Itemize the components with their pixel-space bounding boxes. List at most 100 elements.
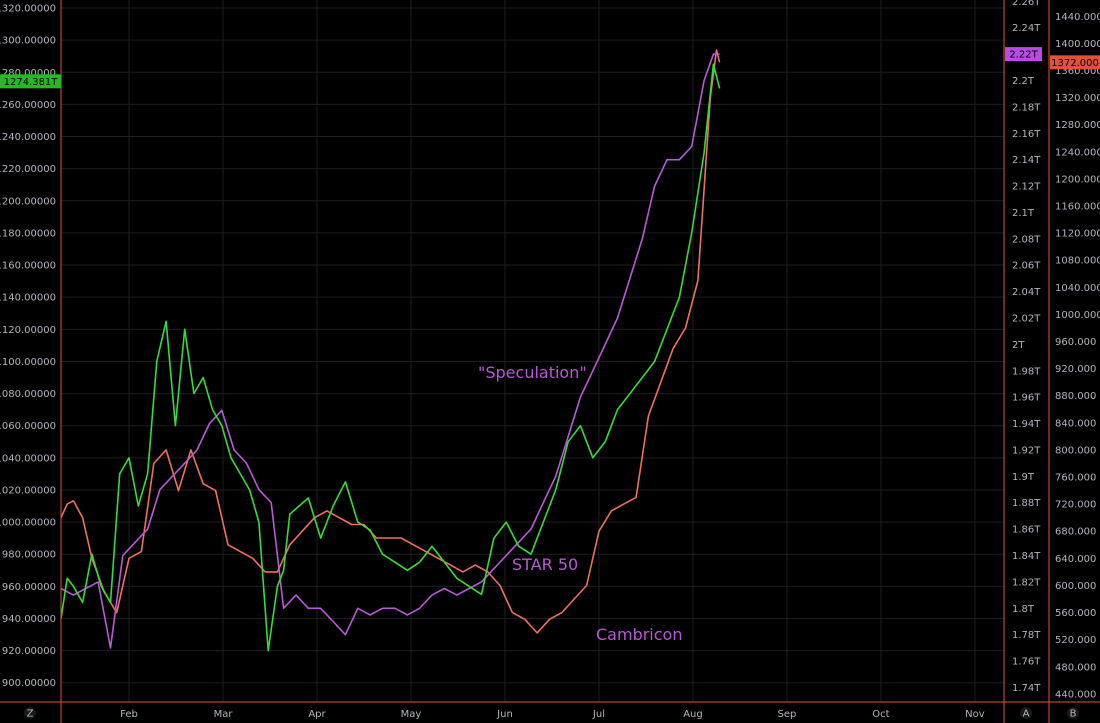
series-line-star50	[60, 63, 721, 652]
x-tick-label: Oct	[872, 709, 889, 720]
right2-tick-label: 1320.000	[1055, 93, 1100, 104]
right1-tick-label: 2.14T	[1012, 155, 1041, 166]
corner-badge-left[interactable]	[24, 707, 36, 719]
annotation-cambricon: Cambricon	[596, 625, 682, 644]
x-tick-label: Feb	[120, 709, 138, 720]
left-tick-label: 1260.00000	[0, 100, 56, 111]
right2-tick-label: 920.000	[1055, 364, 1096, 375]
right2-tick-label: 560.000	[1055, 608, 1096, 619]
left-tick-label: 1100.00000	[0, 357, 56, 368]
right2-tick-label: 1000.000	[1055, 310, 1100, 321]
x-tick-label: Aug	[683, 709, 703, 720]
right_axis_1-badge	[1005, 47, 1042, 62]
right2-tick-label: 1360.000	[1055, 66, 1100, 77]
corner-badge-right1[interactable]	[1020, 707, 1032, 719]
left_axis-badge-label: 1274.381T	[4, 77, 59, 88]
left-tick-label: 1160.00000	[0, 261, 56, 272]
right1-tick-label: 1.84T	[1012, 551, 1041, 562]
right1-tick-label: 1.94T	[1012, 419, 1041, 430]
left-tick-label: 1300.00000	[0, 36, 56, 47]
left-axis-ticks: 900.00000 920.00000 940.00000 960.00000 980.…	[0, 4, 56, 690]
series-line-speculation	[60, 53, 720, 649]
left-tick-label: 1220.00000	[0, 164, 56, 175]
corner-label-right2: B	[1070, 709, 1077, 720]
right1-tick-label: 1.92T	[1012, 445, 1041, 456]
left-tick-label: 1280.00000	[0, 68, 56, 79]
x-tick-label: Nov	[965, 709, 985, 720]
right1-tick-label: 2.24T	[1012, 23, 1041, 34]
right1-tick-label: 2.04T	[1012, 287, 1041, 298]
series-layer	[60, 49, 721, 652]
right1-tick-label: 2.26T	[1012, 0, 1041, 8]
left-tick-label: 1060.00000	[0, 421, 56, 432]
right2-tick-label: 680.000	[1055, 527, 1096, 538]
left-tick-label: 1140.00000	[0, 293, 56, 304]
left-tick-label: 1040.00000	[0, 453, 56, 464]
right2-tick-label: 600.000	[1055, 581, 1096, 592]
price-badges: 1274.381T 2.22T 1372.000	[0, 47, 1100, 89]
right1-tick-label: 2.02T	[1012, 314, 1041, 325]
corner-label-left: Z	[27, 709, 34, 720]
right2-tick-label: 1120.000	[1055, 229, 1100, 240]
corner-label-right1: A	[1023, 709, 1030, 720]
right2-tick-label: 1280.000	[1055, 120, 1100, 131]
right1-tick-label: 1.74T	[1012, 683, 1041, 694]
right2-tick-label: 1040.000	[1055, 283, 1100, 294]
right2-tick-label: 720.000	[1055, 500, 1096, 511]
right1-tick-label: 1.86T	[1012, 525, 1041, 536]
annotation-speculation: "Speculation"	[478, 363, 587, 382]
right1-tick-label: 1.96T	[1012, 393, 1041, 404]
x-tick-label: Jun	[496, 709, 513, 720]
right1-tick-label: 2.1T	[1012, 208, 1035, 219]
left-tick-label: 980.00000	[2, 550, 56, 561]
right2-tick-label: 1400.000	[1055, 39, 1100, 50]
x-tick-label: May	[401, 709, 422, 720]
right1-tick-label: 1.76T	[1012, 657, 1041, 668]
right2-tick-label: 1160.000	[1055, 201, 1100, 212]
left-tick-label: 1320.00000	[0, 4, 56, 15]
right1-tick-label: 1.8T	[1012, 604, 1035, 615]
right1-tick-label: 1.9T	[1012, 472, 1035, 483]
x-tick-label: Sep	[778, 709, 797, 720]
right1-tick-label: 2.18T	[1012, 102, 1041, 113]
right1-tick-label: 1.78T	[1012, 630, 1041, 641]
right-axis-2-ticks: 440.000 480.000 520.000 560.000 600.000 640.0…	[1055, 12, 1100, 701]
right2-tick-label: 1080.000	[1055, 256, 1100, 267]
right2-tick-label: 1440.000	[1055, 12, 1100, 23]
right2-tick-label: 960.000	[1055, 337, 1096, 348]
right2-tick-label: 1200.000	[1055, 174, 1100, 185]
right2-tick-label: 760.000	[1055, 473, 1096, 484]
right1-tick-label: 2.2T	[1012, 76, 1035, 87]
x-axis-ticks: Feb Mar Apr May Jun Jul Aug Sep Oct Nov	[120, 709, 985, 720]
grid	[61, 0, 1004, 702]
right2-tick-label: 800.000	[1055, 445, 1096, 456]
left-tick-label: 1200.00000	[0, 196, 56, 207]
right1-tick-label: 2.06T	[1012, 261, 1041, 272]
right2-tick-label: 880.000	[1055, 391, 1096, 402]
left-tick-label: 900.00000	[2, 678, 56, 689]
corner-badge-right2[interactable]	[1067, 707, 1079, 719]
right_axis_2-badge-label: 1372.000	[1051, 58, 1099, 69]
left-tick-label: 1080.00000	[0, 389, 56, 400]
right2-tick-label: 440.000	[1055, 689, 1096, 700]
right1-tick-label: 1.82T	[1012, 577, 1041, 588]
left-tick-label: 940.00000	[2, 614, 56, 625]
left-tick-label: 1020.00000	[0, 485, 56, 496]
right2-tick-label: 520.000	[1055, 635, 1096, 646]
right_axis_1-badge-label: 2.22T	[1009, 50, 1038, 61]
left-tick-label: 1000.00000	[0, 518, 56, 529]
right1-tick-label: 2.12T	[1012, 182, 1041, 193]
annotations: "Speculation" STAR 50 Cambricon	[478, 363, 682, 644]
left-tick-label: 1240.00000	[0, 132, 56, 143]
right1-tick-label: 1.98T	[1012, 366, 1041, 377]
annotation-star50: STAR 50	[512, 555, 578, 574]
left-tick-label: 1180.00000	[0, 228, 56, 239]
right_axis_2-badge	[1050, 55, 1100, 70]
x-tick-label: Mar	[214, 709, 234, 720]
corner-labels: Z A B	[24, 707, 1079, 720]
left-tick-label: 1120.00000	[0, 325, 56, 336]
right1-tick-label: 2.08T	[1012, 234, 1041, 245]
right2-tick-label: 640.000	[1055, 554, 1096, 565]
x-tick-label: Jul	[592, 709, 605, 720]
